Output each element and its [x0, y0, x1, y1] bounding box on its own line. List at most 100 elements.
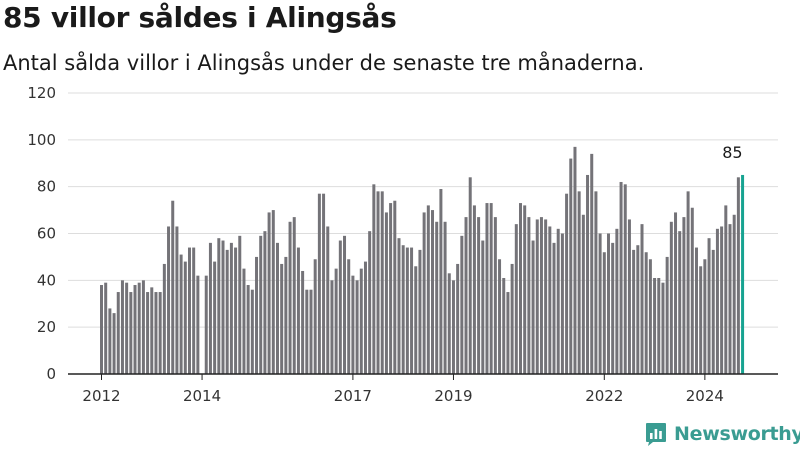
bar: [657, 277, 661, 374]
bar: [116, 292, 120, 374]
annotations: 85: [722, 143, 742, 162]
bar: [439, 189, 443, 374]
bar: [280, 263, 284, 374]
bar: [418, 249, 422, 374]
bar: [598, 233, 602, 374]
value-annotation: 85: [722, 143, 742, 162]
x-tick-label: 2024: [686, 387, 724, 405]
bar: [565, 193, 569, 374]
bar: [275, 242, 279, 374]
bar: [108, 308, 112, 374]
bar: [196, 275, 200, 374]
bar: [539, 217, 543, 374]
bar: [355, 280, 359, 374]
bar: [146, 292, 150, 374]
bar: [150, 287, 154, 374]
bar: [527, 217, 531, 374]
bar: [259, 235, 263, 374]
brand-logo: Newsworthy: [645, 420, 800, 448]
bar: [238, 235, 242, 374]
bar: [464, 217, 468, 374]
bar: [493, 217, 497, 374]
bar: [435, 221, 439, 374]
bar: [217, 238, 221, 374]
bar: [242, 268, 246, 375]
x-axis: 2012 2014 2017 2019 2022 2024: [68, 373, 778, 405]
bar: [653, 277, 657, 374]
bar: [204, 275, 208, 374]
bar: [636, 245, 640, 374]
x-tick-label: 2017: [334, 387, 372, 405]
bar: [141, 280, 145, 374]
bar: [309, 289, 313, 374]
y-tick-label: 80: [37, 178, 56, 196]
x-tick-label: 2014: [183, 387, 221, 405]
bar: [343, 235, 347, 374]
bar: [389, 203, 393, 374]
bar: [552, 242, 556, 374]
bar: [703, 259, 707, 374]
bar: [489, 203, 493, 374]
bar: [326, 226, 330, 374]
bar: [577, 191, 581, 374]
bar: [443, 221, 447, 374]
y-tick-label: 20: [37, 318, 56, 336]
bar: [460, 235, 464, 374]
bar: [594, 191, 598, 374]
bar: [167, 226, 171, 374]
x-tick-label: 2019: [434, 387, 472, 405]
bar: [502, 277, 506, 374]
bar: [363, 261, 367, 374]
bar: [728, 224, 732, 374]
bar: [162, 263, 166, 374]
bar: [560, 233, 564, 374]
bar: [229, 242, 233, 374]
bar: [741, 174, 745, 374]
bar: [485, 203, 489, 374]
bar: [225, 249, 229, 374]
bar: [255, 256, 259, 374]
bar: [472, 205, 476, 374]
bar: [137, 282, 141, 374]
bar: [581, 214, 585, 374]
bar: [376, 191, 380, 374]
bar: [573, 146, 577, 374]
bar: [498, 259, 502, 374]
bar: [154, 292, 158, 374]
y-axis-tick-labels: 0 20 40 60 80 100 120: [27, 84, 56, 383]
bar: [606, 233, 610, 374]
bar: [510, 263, 514, 374]
bar: [674, 212, 678, 374]
bar: [519, 203, 522, 374]
bar: [192, 247, 196, 374]
bar: [305, 289, 309, 374]
bar: [711, 249, 715, 374]
bar: [699, 266, 703, 374]
bar: [431, 210, 435, 374]
chart-subtitle: Antal sålda villor i Alingsås under de s…: [3, 51, 645, 75]
bar: [393, 200, 397, 374]
bar: [104, 282, 108, 374]
bar: [506, 292, 510, 374]
chart-title: 85 villor såldes i Alingsås: [3, 1, 397, 34]
bar: [401, 245, 405, 374]
bar: [640, 224, 644, 374]
bar: [372, 184, 376, 374]
bar: [221, 240, 225, 374]
bar: [724, 205, 728, 374]
bar: [384, 212, 388, 374]
bar: [380, 191, 384, 374]
bar: [590, 153, 594, 374]
bar: [678, 231, 682, 374]
brand-name: Newsworthy: [674, 423, 800, 445]
bar: [405, 247, 409, 374]
bar: [322, 193, 326, 374]
bar: [619, 181, 623, 374]
bar: [732, 214, 736, 374]
bar: [694, 247, 698, 374]
y-tick-label: 120: [27, 84, 56, 102]
bars: [100, 146, 745, 375]
bar: [175, 226, 179, 374]
bar: [250, 289, 254, 374]
bar: [682, 217, 686, 374]
